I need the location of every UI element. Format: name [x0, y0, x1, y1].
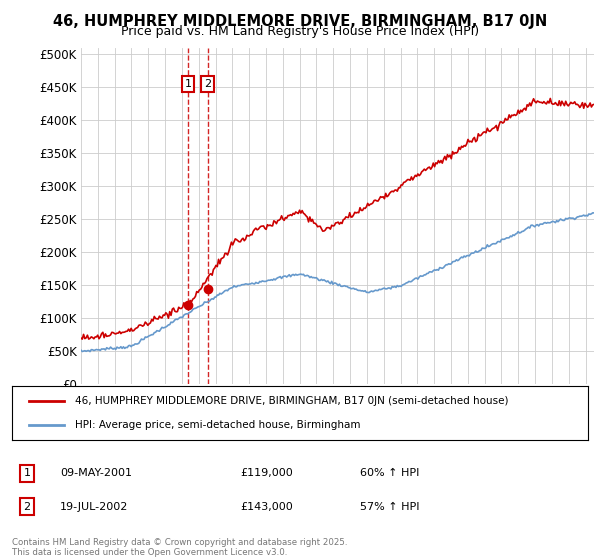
Text: 46, HUMPHREY MIDDLEMORE DRIVE, BIRMINGHAM, B17 0JN (semi-detached house): 46, HUMPHREY MIDDLEMORE DRIVE, BIRMINGHA… — [76, 396, 509, 407]
Text: £119,000: £119,000 — [240, 468, 293, 478]
Text: 19-JUL-2002: 19-JUL-2002 — [60, 502, 128, 512]
Text: 57% ↑ HPI: 57% ↑ HPI — [360, 502, 419, 512]
Text: 2: 2 — [204, 79, 211, 89]
Text: £143,000: £143,000 — [240, 502, 293, 512]
Text: Price paid vs. HM Land Registry's House Price Index (HPI): Price paid vs. HM Land Registry's House … — [121, 25, 479, 38]
Text: 09-MAY-2001: 09-MAY-2001 — [60, 468, 132, 478]
Text: 46, HUMPHREY MIDDLEMORE DRIVE, BIRMINGHAM, B17 0JN: 46, HUMPHREY MIDDLEMORE DRIVE, BIRMINGHA… — [53, 14, 547, 29]
Text: 60% ↑ HPI: 60% ↑ HPI — [360, 468, 419, 478]
Text: 1: 1 — [185, 79, 191, 89]
Text: Contains HM Land Registry data © Crown copyright and database right 2025.
This d: Contains HM Land Registry data © Crown c… — [12, 538, 347, 557]
Text: 1: 1 — [23, 468, 31, 478]
Text: HPI: Average price, semi-detached house, Birmingham: HPI: Average price, semi-detached house,… — [76, 419, 361, 430]
Text: 2: 2 — [23, 502, 31, 512]
